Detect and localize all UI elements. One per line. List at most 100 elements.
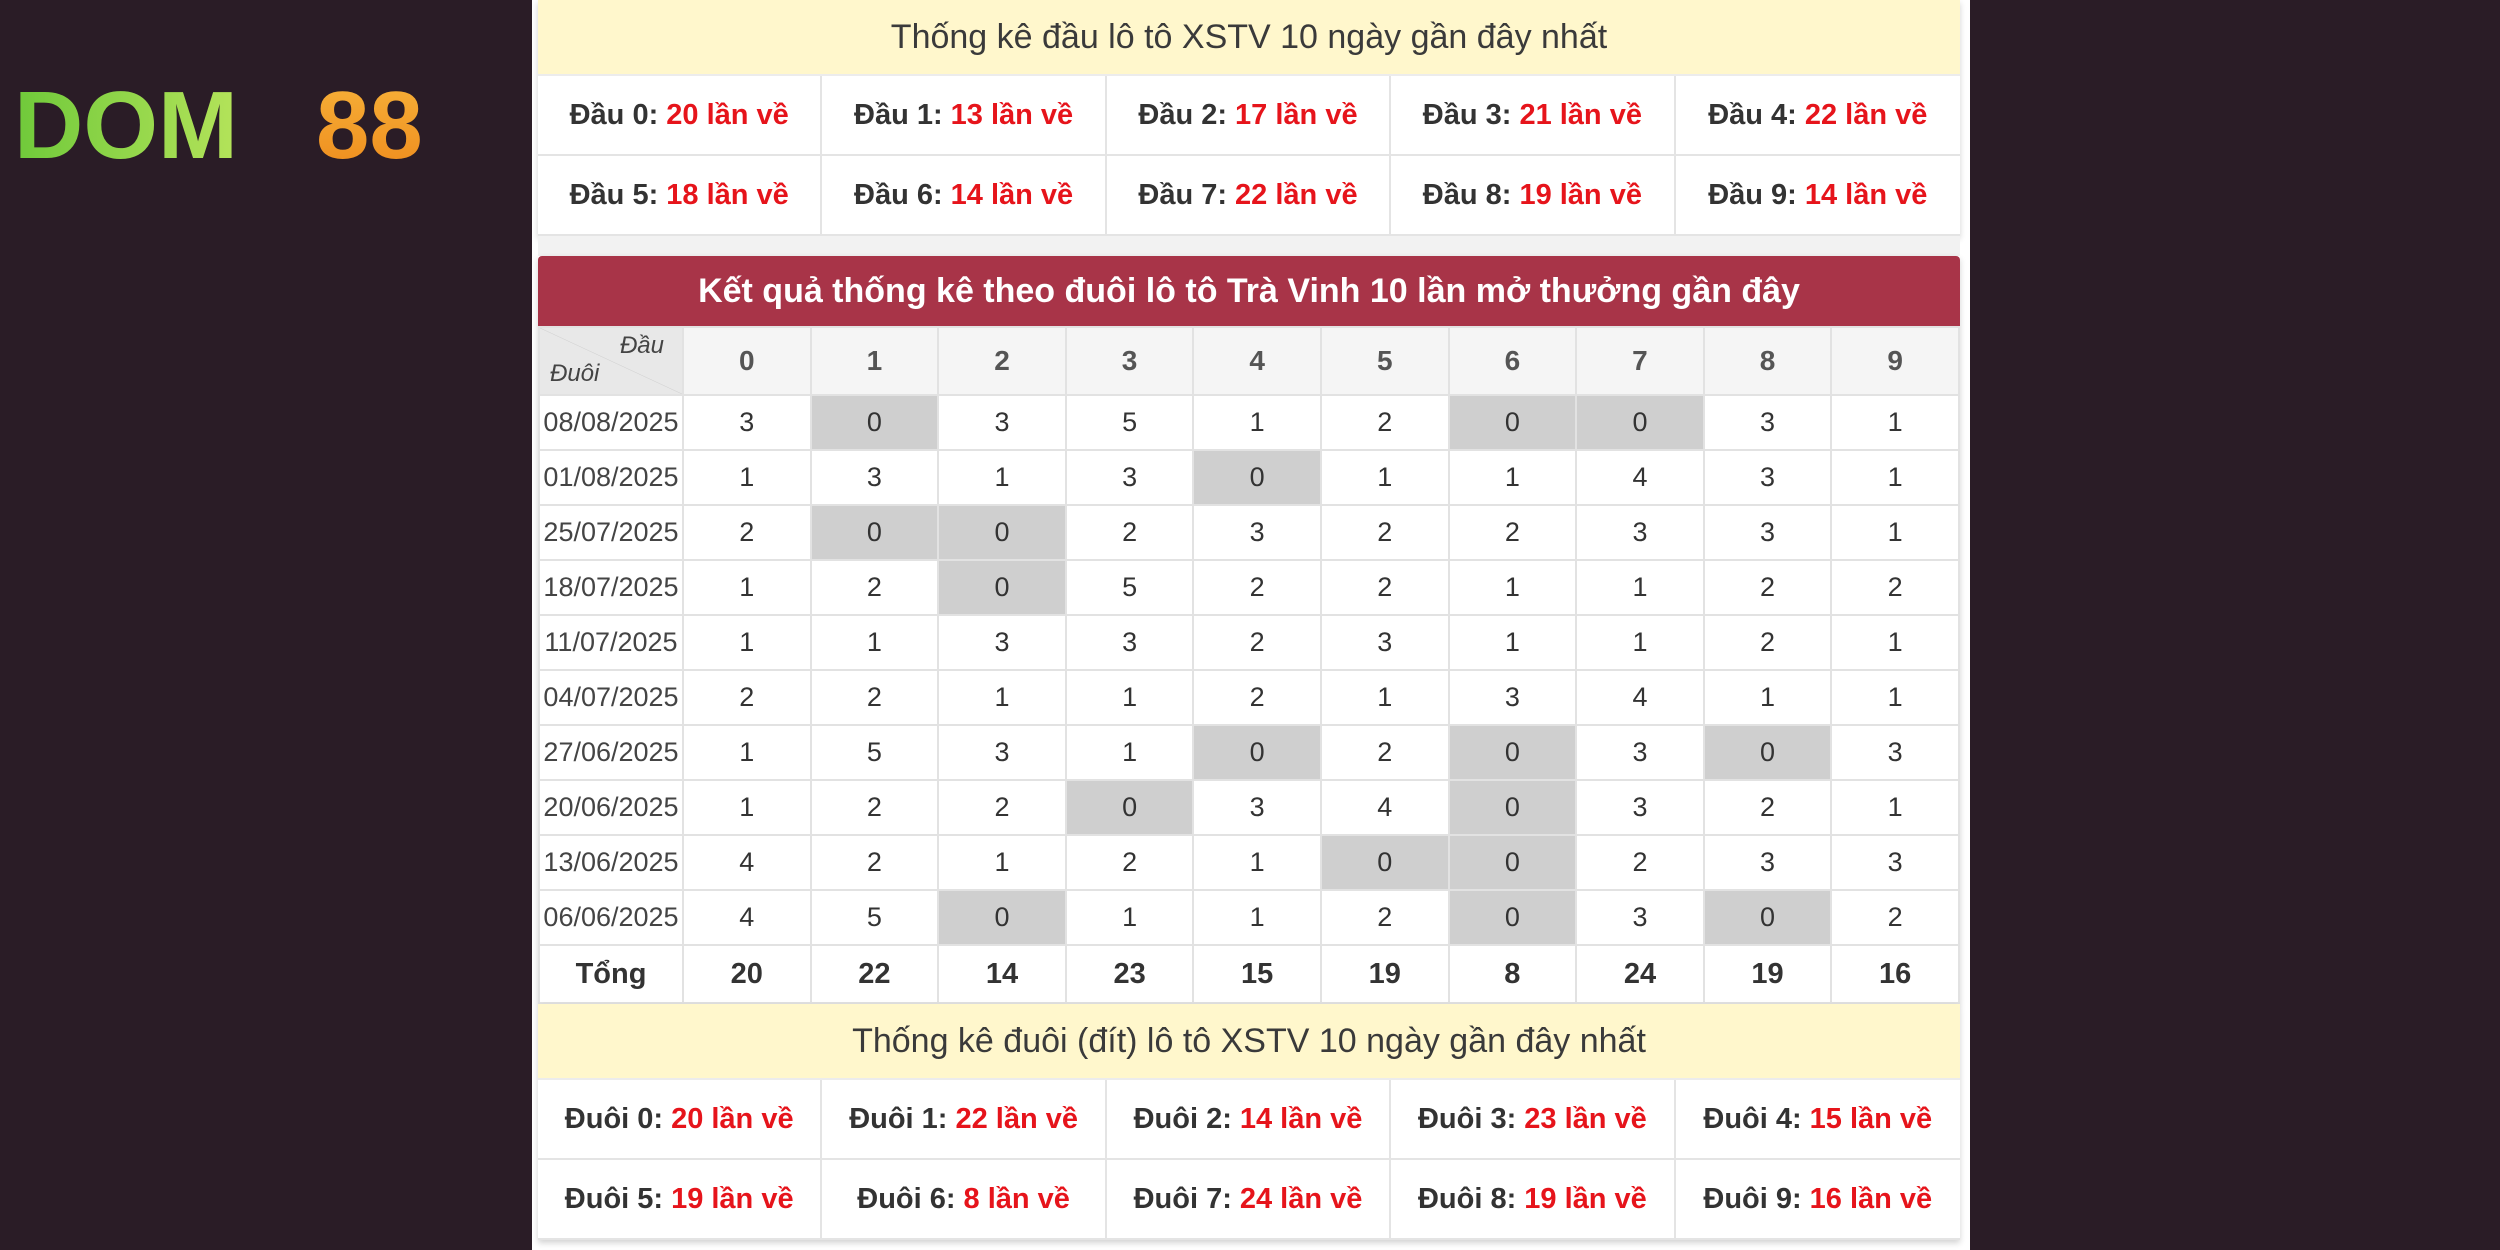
table-cell: 3 [937,614,1067,671]
table-cell: 2 [809,834,940,891]
table-cell: 1 [1319,449,1450,506]
stat-cell: Đuôi 2: 14 lần về [1106,1080,1392,1160]
logo-text-88: 88 [316,80,423,168]
table-cell: 1 [1830,779,1960,836]
table-cell: 0 [1192,449,1322,506]
stat-value: 14 lần về [950,178,1074,211]
table-cell: 3 [1702,834,1833,891]
table-cell: 0 [809,394,940,451]
column-header: 3 [1064,326,1195,396]
tail-table-title: Kết quả thống kê theo đuôi lô tô Trà Vin… [538,256,1960,326]
table-cell: 0 [1192,724,1322,781]
stat-label: Đầu 0: [569,98,659,131]
stat-cell: Đuôi 1: 22 lần về [822,1080,1107,1160]
table-cell: 0 [1319,834,1450,891]
row-date: 08/08/2025 [538,394,684,451]
table-cell: 0 [1575,394,1705,451]
table-cell: 0 [937,889,1067,946]
stat-label: Đầu 6: [854,178,943,211]
table-cell: 4 [1575,449,1705,506]
tail-stats-card: Thống kê đuôi (đít) lô tô XSTV 10 ngày g… [538,1004,1960,1240]
stat-value: 22 lần về [1235,178,1358,211]
table-cell: 1 [1447,449,1578,506]
stat-label: Đầu 4: [1708,98,1797,131]
table-cell: 1 [1064,889,1195,946]
table-cell: 0 [809,504,940,561]
total-row: Tổng 20 22 14 23 15 19 8 24 19 16 [538,944,1960,1004]
total-cell: 8 [1447,944,1578,1004]
table-cell: 3 [1575,779,1705,836]
table-cell: 0 [937,504,1067,561]
table-row: 18/07/2025 1 2 0 5 2 2 1 1 2 2 [538,559,1960,616]
table-cell: 2 [682,504,812,561]
row-date: 27/06/2025 [538,724,684,781]
table-cell: 3 [1830,724,1960,781]
stat-cell: Đuôi 7: 24 lần về [1106,1160,1392,1240]
column-header: 6 [1447,326,1578,396]
table-cell: 1 [682,614,812,671]
table-cell: 2 [937,779,1067,836]
table-cell: 0 [1447,779,1578,836]
table-cell: 2 [1319,504,1450,561]
table-cell: 1 [1447,614,1578,671]
table-row: 20/06/2025 1 2 2 0 3 4 0 3 2 1 [538,779,1960,836]
table-row: 11/07/2025 1 1 3 3 2 3 1 1 2 1 [538,614,1960,671]
table-cell: 3 [1702,504,1833,561]
corner-head-label: Đầu [619,332,664,359]
table-cell: 3 [1575,889,1705,946]
table-cell: 1 [682,449,812,506]
stat-value: 16 lần về [1809,1182,1933,1215]
table-cell: 0 [1702,889,1833,946]
table-cell: 1 [1319,669,1450,726]
table-cell: 0 [1064,779,1195,836]
stat-label: Đầu 7: [1138,178,1228,211]
stat-value: 19 lần về [1519,178,1642,211]
table-cell: 2 [1319,559,1450,616]
logo-text-dom: DOM [14,80,238,168]
row-date: 18/07/2025 [538,559,684,616]
stat-label: Đuôi 3: [1417,1102,1517,1135]
column-header: 8 [1702,326,1833,396]
table-cell: 0 [1447,724,1578,781]
stat-value: 13 lần về [950,98,1074,131]
stat-cell: Đầu 5: 18 lần về [538,156,823,236]
stat-value: 23 lần về [1524,1102,1647,1135]
table-cell: 1 [1830,669,1960,726]
stat-value: 19 lần về [671,1182,794,1215]
tail-stats-grid: Đuôi 0: 20 lần về Đuôi 1: 22 lần về Đuôi 2: 1… [538,1080,1960,1240]
table-cell: 3 [1830,834,1960,891]
table-row: 27/06/2025 1 5 3 1 0 2 0 3 0 3 [538,724,1960,781]
table-cell: 1 [1830,614,1960,671]
table-cell: 2 [1319,889,1450,946]
table-cell: 3 [1192,779,1322,836]
table-cell: 2 [1319,724,1450,781]
table-cell: 1 [1575,614,1705,671]
table-cell: 3 [809,449,940,506]
table-cell: 1 [1702,669,1833,726]
table-cell: 4 [682,889,812,946]
stat-value: 19 lần về [1524,1182,1647,1215]
stat-label: Đầu 3: [1422,98,1512,131]
stat-label: Đuôi 1: [849,1102,948,1135]
stat-label: Đuôi 6: [857,1182,956,1215]
stat-value: 20 lần về [666,98,789,131]
column-header: 7 [1575,326,1705,396]
table-row: 08/08/2025 3 0 3 5 1 2 0 0 3 1 [538,394,1960,451]
stat-cell: Đầu 6: 14 lần về [822,156,1107,236]
column-header: 1 [809,326,940,396]
table-cell: 2 [809,669,940,726]
stat-cell: Đuôi 4: 15 lần về [1675,1080,1960,1160]
content-panel: Thống kê đầu lô tô XSTV 10 ngày gần đây … [532,0,1970,1250]
stat-value: 14 lần về [1804,178,1928,211]
head-stats-title: Thống kê đầu lô tô XSTV 10 ngày gần đây … [538,0,1960,76]
table-cell: 5 [809,724,940,781]
tail-stats-title: Thống kê đuôi (đít) lô tô XSTV 10 ngày g… [538,1004,1960,1080]
section-gap [538,236,1960,256]
stat-label: Đuôi 9: [1703,1182,1802,1215]
table-row: 13/06/2025 4 2 1 2 1 0 0 2 3 3 [538,834,1960,891]
stat-value: 21 lần về [1519,98,1642,131]
stat-label: Đầu 2: [1138,98,1228,131]
table-cell: 2 [1064,834,1195,891]
table-cell: 4 [1575,669,1705,726]
stat-cell: Đuôi 3: 23 lần về [1391,1080,1676,1160]
